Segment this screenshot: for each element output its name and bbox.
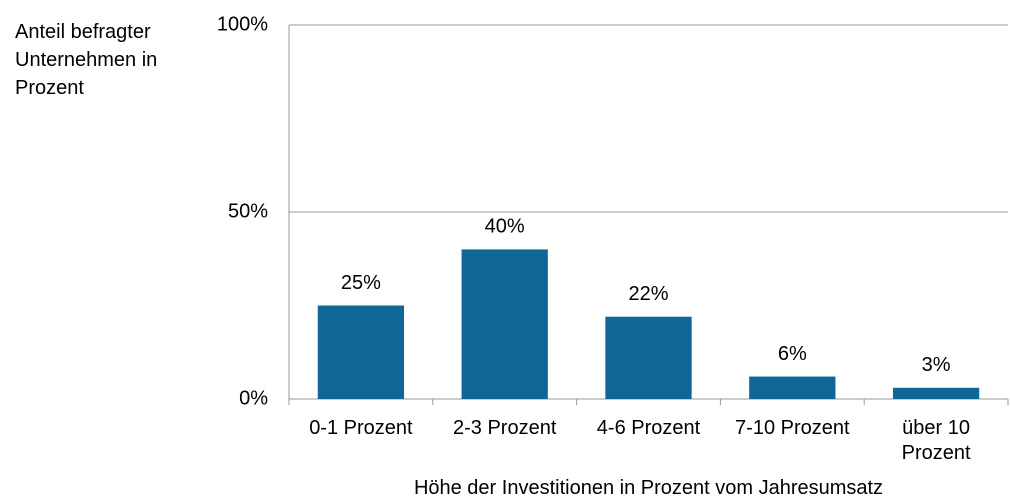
y-tick-label: 100%: [217, 13, 268, 35]
value-label: 40%: [485, 216, 525, 238]
y-tick-label: 0%: [239, 387, 268, 409]
x-tick-label: 0-1 Prozent: [309, 417, 413, 439]
value-label: 3%: [922, 354, 951, 376]
bar: [461, 249, 548, 399]
y-tick-label: 50%: [228, 200, 268, 222]
x-tick-label: 7-10 Prozent: [735, 417, 850, 439]
value-label: 25%: [341, 272, 381, 294]
bar: [892, 387, 980, 399]
x-tick-label: 4-6 Prozent: [596, 417, 701, 439]
value-label: 22%: [628, 283, 668, 305]
bar: [749, 376, 836, 399]
bar: [317, 305, 405, 399]
y-axis-label: Anteil befragter Unternehmen in Prozent: [15, 21, 158, 99]
x-tick-label: über 10 Prozent: [901, 417, 971, 464]
x-tick-label: 2-3 Prozent: [452, 417, 557, 439]
x-axis-label: Höhe der Investitionen in Prozent vom Ja…: [413, 477, 884, 499]
value-label: 6%: [778, 343, 807, 365]
bar: [605, 316, 692, 399]
